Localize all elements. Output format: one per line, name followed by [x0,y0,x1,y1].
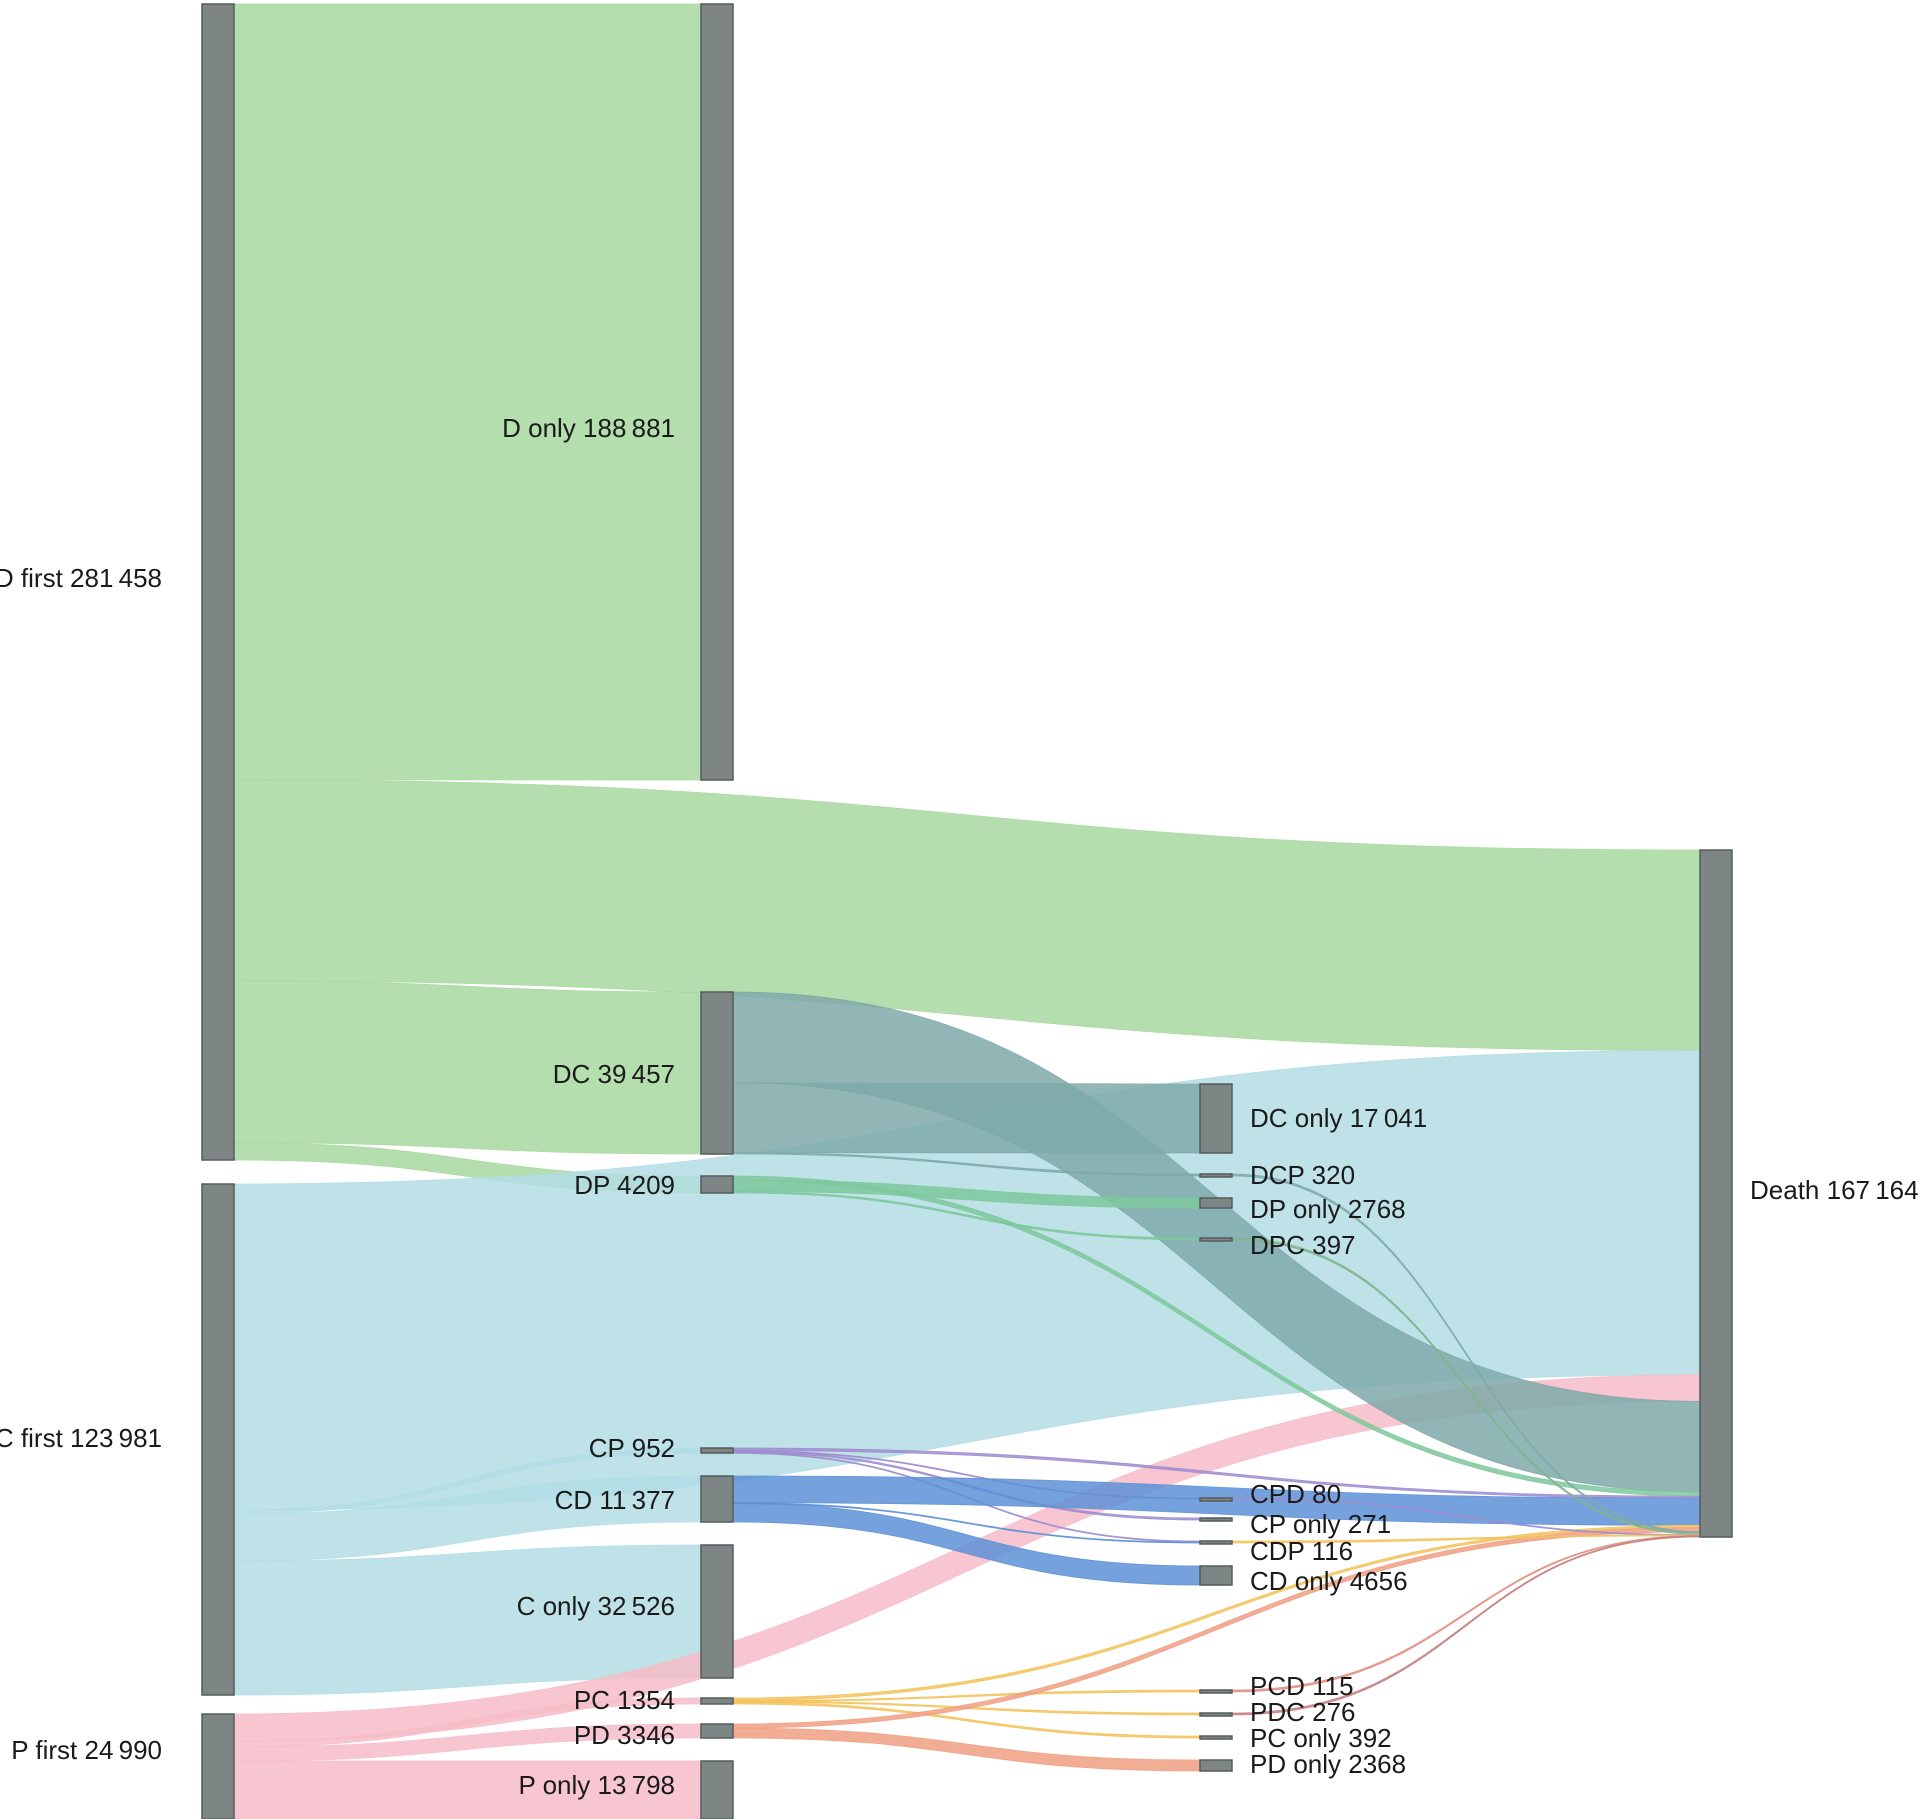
node-cp [700,1447,734,1454]
sankey-link-dc-to-dc_only [732,1082,1201,1154]
node-cd [700,1475,734,1523]
node-p-first [201,1713,235,1819]
label-cdp: CDP 116 [1250,1536,1353,1566]
label-death: Death 167 164 [1750,1175,1919,1205]
label-cd-only: CD only 4656 [1250,1566,1408,1596]
node-death [1699,849,1733,1538]
label-dpc: DPC 397 [1250,1230,1356,1260]
label-pd: PD 3346 [574,1720,675,1750]
node-pd [700,1723,734,1739]
label-pc: PC 1354 [574,1685,675,1715]
label-c-first: C first 123 981 [0,1423,162,1453]
node-pc-only [1199,1735,1233,1740]
label-c-only: C only 32 526 [517,1591,675,1621]
node-dc-only [1199,1083,1233,1154]
node-p-only [700,1760,734,1819]
node-dp [700,1175,734,1194]
node-cd-only [1199,1565,1233,1586]
label-dp: DP 4209 [574,1170,675,1200]
label-dc: DC 39 457 [553,1059,675,1089]
node-dcp [1199,1173,1233,1178]
label-dcp: DCP 320 [1250,1160,1355,1190]
label-dp-only: DP only 2768 [1250,1194,1406,1224]
node-dpc [1199,1237,1233,1242]
label-d-first: D first 281 458 [0,563,162,593]
label-p-only: P only 13 798 [518,1770,675,1800]
sankey-links [233,3,1701,1819]
label-cp: CP 952 [589,1433,675,1463]
node-dc [700,991,734,1155]
sankey-nodes [201,3,1733,1819]
label-p-first: P first 24 990 [11,1735,162,1765]
sankey-link-d_first-to-d_only [233,3,702,781]
label-dc-only: DC only 17 041 [1250,1103,1427,1133]
node-dp-only [1199,1197,1233,1209]
sankey-link-pd-to-death [732,1527,1701,1729]
sankey-link-pc-to-pcd [732,1689,1201,1702]
node-d-first [201,3,235,1161]
label-pd-only: PD only 2368 [1250,1749,1406,1779]
sankey-link-pc-to-death [732,1524,1701,1701]
label-cd: CD 11 377 [555,1485,675,1515]
node-pcd [1199,1689,1233,1694]
sankey-labels: D first 281 458 C first 123 981 P first 24… [0,413,1919,1800]
label-pdc: PDC 276 [1250,1697,1356,1727]
node-cpd [1199,1497,1233,1502]
label-pc-only: PC only 392 [1250,1723,1392,1753]
label-d-only: D only 188 881 [502,413,675,443]
node-pdc [1199,1712,1233,1717]
node-cdp [1199,1540,1233,1545]
sankey-link-p_first-to-p_only [233,1760,702,1819]
node-d-only [700,3,734,781]
node-pd-only [1199,1759,1233,1772]
label-pcd: PCD 115 [1250,1671,1354,1701]
node-cp-only [1199,1517,1233,1522]
label-cp-only: CP only 271 [1250,1509,1391,1539]
node-c-first [201,1183,235,1696]
node-c-only [700,1544,734,1679]
node-pc [700,1697,734,1705]
label-cpd: CPD 80 [1250,1479,1341,1509]
